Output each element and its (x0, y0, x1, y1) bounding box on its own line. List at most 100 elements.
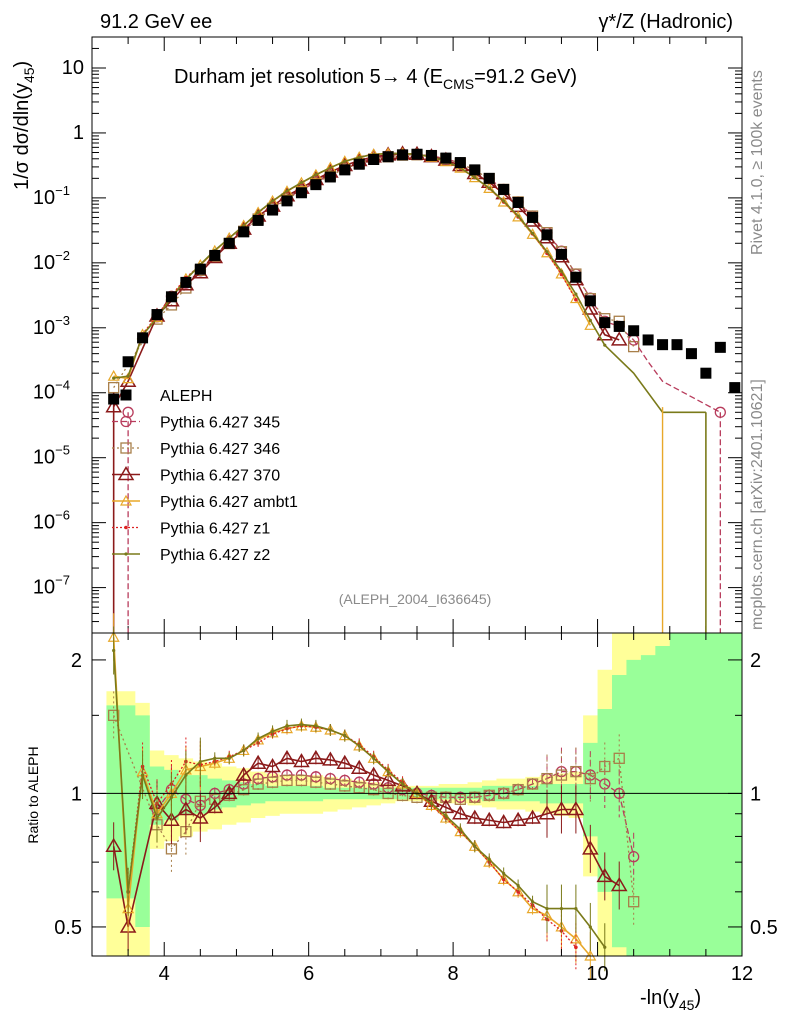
legend-label-aleph: ALEPH (160, 388, 212, 405)
mc-point-3 (107, 369, 120, 381)
aleph-point (425, 149, 437, 161)
ratio-point-1 (469, 791, 481, 803)
ratio-point-2 (480, 811, 498, 827)
ratio-point-1 (570, 765, 582, 778)
ratio-tick-label-right: 1 (750, 783, 761, 805)
ratio-point-1 (599, 760, 611, 773)
ratio-point-5 (502, 871, 506, 876)
ratio-point-1 (555, 769, 568, 781)
mc-point-2 (596, 326, 614, 341)
ratio-point-2 (206, 798, 224, 814)
ratio-point-5 (444, 814, 448, 818)
ratio-point-1 (238, 783, 250, 796)
mc-tail-345 (633, 339, 721, 413)
aleph-point (353, 158, 365, 170)
ratio-point-1 (483, 789, 495, 802)
side-rivet: Rivet 4.1.0, ≥ 100k events (749, 70, 766, 255)
ratio-point-5 (328, 728, 332, 732)
ratio-point-5 (357, 744, 361, 748)
legend-marker-2 (117, 466, 135, 481)
ratio-line-4 (127, 725, 577, 948)
legend-label-3: Pythia 6.427 ambt1 (160, 494, 298, 511)
ratio-point-5 (285, 724, 289, 728)
ratio-point-2 (379, 771, 397, 787)
ratio-point-3 (208, 756, 221, 768)
ratio-point-2 (610, 877, 628, 892)
y-tick-label: 10−7 (33, 573, 70, 599)
ratio-point-5 (314, 724, 318, 728)
ratio-tick-label: 0.5 (54, 917, 82, 939)
ratio-point-2 (524, 809, 541, 824)
ratio-point-2 (452, 805, 469, 820)
ratio-point-5 (198, 759, 202, 764)
ratio-point-5 (126, 890, 130, 894)
ratio-point-1 (310, 776, 322, 788)
ratio-point-5 (227, 756, 231, 760)
ratio-point-5 (386, 770, 390, 774)
ratio-point-1 (324, 778, 336, 790)
ratio-point-1 (526, 778, 539, 790)
aleph-point (685, 348, 697, 360)
ratio-plot-series (105, 613, 640, 980)
ratio-point-2 (350, 759, 368, 774)
ratio-point-2 (278, 749, 296, 765)
aleph-point (454, 157, 466, 169)
ratio-point-1 (512, 783, 524, 796)
ratio-point-5 (603, 945, 607, 949)
ratio-point-2 (596, 867, 614, 883)
aleph-point (498, 183, 510, 195)
ratio-point-2 (322, 751, 339, 766)
aleph-point (324, 171, 336, 183)
mc-point-2 (582, 300, 599, 315)
mc-point-5 (473, 176, 477, 180)
ratio-point-2 (249, 754, 267, 769)
aleph-point (165, 291, 177, 303)
ratio-point-2 (307, 749, 325, 765)
aleph-point (180, 276, 192, 288)
aleph-point (209, 249, 221, 261)
aleph-point (714, 341, 726, 353)
aleph-point (397, 149, 409, 161)
mc-tail-z2 (604, 344, 706, 414)
legend-label-2: Pythia 6.427 370 (160, 468, 280, 485)
ratio-point-5 (242, 748, 246, 753)
aleph-point (281, 195, 293, 207)
header-left: 91.2 GeV ee (100, 11, 212, 33)
x-tick-label: 6 (303, 963, 314, 985)
aleph-point (223, 237, 235, 249)
mc-point-5 (270, 199, 275, 203)
ratio-point-2 (220, 784, 238, 800)
mc-point-3 (309, 168, 322, 180)
ratio-point-5 (530, 900, 535, 904)
ratio-point-5 (429, 801, 434, 805)
main-plot-series (105, 145, 741, 633)
aleph-point (411, 148, 423, 160)
header-right: γ*/Z (Hadronic) (599, 11, 733, 33)
ratio-point-1 (368, 783, 380, 796)
mc-point-3 (555, 267, 568, 279)
ratio-point-5 (213, 756, 217, 760)
mc-point-5 (343, 159, 347, 164)
ratio-point-1 (353, 782, 365, 794)
legend-marker-1 (120, 442, 132, 454)
mc-point-3 (512, 210, 525, 222)
mc-point-3 (483, 182, 496, 194)
ratio-point-5 (184, 773, 188, 777)
mc-point-5 (357, 155, 361, 159)
ratio-point-2 (177, 801, 195, 816)
aleph-point (137, 332, 149, 344)
ratio-point-1 (295, 774, 308, 787)
aleph-point (584, 295, 596, 307)
x-tick-label: 4 (159, 963, 170, 985)
mc-point-1 (628, 340, 640, 353)
ratio-point-2 (538, 805, 556, 820)
mc-point-5 (559, 269, 564, 273)
ratio-point-5 (140, 773, 145, 777)
ratio-point-5 (155, 816, 159, 820)
mc-point-5 (530, 231, 535, 235)
ratio-point-1 (108, 709, 120, 721)
y-tick-label: 10−4 (33, 378, 70, 404)
aleph-point (483, 172, 495, 184)
mc-point-5 (516, 214, 520, 218)
